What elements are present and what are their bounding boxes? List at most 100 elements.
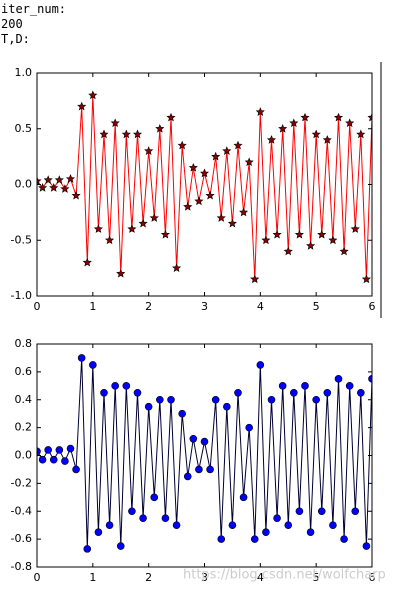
y-tick-label: -0.8 — [11, 560, 32, 573]
marker — [356, 129, 366, 139]
marker — [223, 402, 231, 411]
marker — [99, 129, 109, 139]
marker — [272, 229, 282, 239]
marker — [333, 112, 344, 122]
marker — [250, 535, 259, 543]
series-line — [37, 95, 372, 280]
marker — [217, 535, 226, 543]
marker — [345, 118, 355, 128]
x-tick-label: 3 — [201, 571, 208, 584]
marker — [351, 507, 360, 516]
marker — [172, 263, 182, 273]
marker — [149, 213, 159, 222]
marker — [250, 274, 260, 284]
marker — [339, 246, 349, 256]
marker — [144, 402, 153, 411]
y-tick-label: 0.8 — [15, 337, 33, 350]
marker — [311, 129, 321, 139]
marker — [94, 528, 103, 536]
series-line — [37, 357, 372, 549]
marker — [328, 235, 338, 245]
y-tick-label: 0.4 — [15, 393, 33, 406]
y-tick-label: 0.0 — [15, 178, 33, 191]
marker — [100, 388, 108, 397]
marker — [289, 118, 299, 128]
marker — [239, 207, 249, 217]
y-tick-label: 0.2 — [15, 421, 33, 434]
marker — [367, 112, 372, 122]
marker — [262, 528, 270, 536]
marker — [77, 354, 86, 362]
y-tick-label: 1.0 — [15, 66, 33, 79]
y-tick-label: -1.0 — [11, 289, 32, 302]
x-tick-label: 1 — [89, 300, 96, 313]
marker — [322, 135, 332, 144]
marker — [138, 218, 148, 228]
marker — [283, 246, 293, 256]
marker — [77, 101, 87, 111]
y-tick-label: 0.0 — [15, 449, 33, 462]
marker — [278, 124, 288, 133]
marker — [317, 507, 326, 516]
marker — [345, 382, 354, 390]
marker — [244, 157, 254, 167]
marker — [127, 224, 137, 233]
y-tick-label: -0.6 — [11, 532, 32, 545]
marker — [88, 90, 98, 100]
x-tick-label: 1 — [89, 571, 96, 584]
marker — [350, 224, 360, 233]
marker — [216, 213, 226, 222]
x-tick-label: 6 — [369, 300, 376, 313]
marker — [178, 409, 186, 418]
x-tick-label: 0 — [34, 571, 41, 584]
marker — [167, 395, 175, 404]
marker — [65, 174, 76, 183]
marker — [155, 124, 165, 133]
output-line: iter_num: — [1, 2, 67, 16]
marker — [323, 388, 332, 397]
watermark: https://blog.csdn.net/wolfcharp — [183, 568, 386, 583]
marker — [362, 542, 371, 550]
marker — [233, 140, 243, 150]
marker — [89, 361, 97, 369]
marker — [194, 196, 204, 206]
marker — [66, 444, 75, 453]
marker — [111, 382, 119, 390]
marker — [206, 465, 214, 474]
marker — [183, 202, 193, 211]
x-tick-label: 4 — [257, 300, 264, 313]
marker — [38, 455, 47, 464]
marker — [340, 535, 348, 543]
marker — [368, 375, 372, 383]
marker — [306, 240, 316, 250]
marker — [278, 382, 287, 390]
marker — [38, 182, 48, 192]
marker — [105, 521, 114, 529]
series — [37, 90, 372, 284]
marker — [121, 129, 131, 139]
marker — [128, 507, 136, 516]
y-tick-label: -0.4 — [11, 504, 32, 517]
marker — [55, 446, 64, 454]
marker — [43, 175, 53, 184]
marker — [300, 112, 310, 122]
marker — [245, 423, 253, 432]
marker — [195, 465, 203, 474]
y-tick-label: -0.5 — [11, 233, 32, 246]
marker — [105, 235, 115, 245]
marker — [37, 447, 41, 456]
marker — [228, 521, 237, 529]
marker — [266, 135, 277, 144]
y-tick-label: -0.2 — [11, 476, 32, 489]
marker — [188, 163, 198, 172]
marker — [44, 446, 52, 454]
x-tick-label: 3 — [201, 300, 208, 313]
x-tick-label: 2 — [145, 571, 152, 584]
marker — [133, 388, 142, 397]
marker — [83, 545, 92, 553]
marker — [72, 465, 80, 474]
marker — [267, 395, 276, 404]
marker — [239, 493, 248, 502]
